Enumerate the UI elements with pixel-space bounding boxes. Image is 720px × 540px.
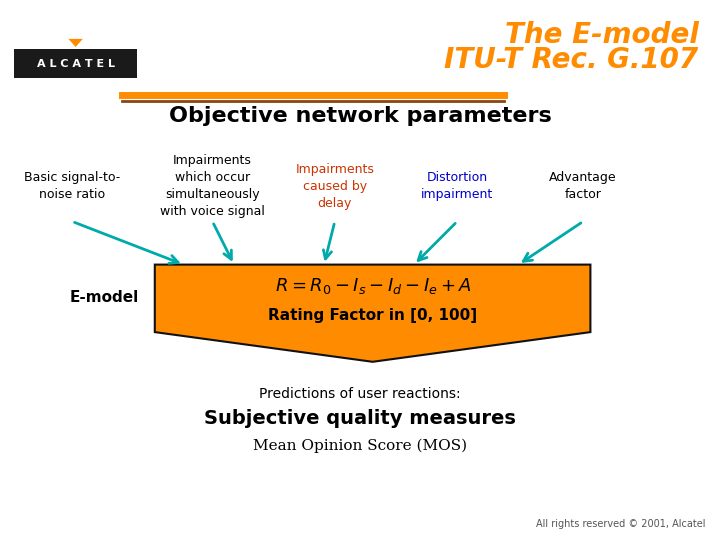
Text: Mean Opinion Score (MOS): Mean Opinion Score (MOS)	[253, 438, 467, 453]
Text: Distortion
impairment: Distortion impairment	[421, 171, 493, 201]
Polygon shape	[68, 39, 83, 47]
Text: Impairments
caused by
delay: Impairments caused by delay	[295, 163, 374, 210]
Text: Advantage
factor: Advantage factor	[549, 171, 617, 201]
Text: ITU-T Rec. G.107: ITU-T Rec. G.107	[444, 46, 698, 75]
Text: E-model: E-model	[70, 289, 139, 305]
Text: Objective network parameters: Objective network parameters	[168, 106, 552, 126]
Text: Impairments
which occur
simultaneously
with voice signal: Impairments which occur simultaneously w…	[160, 154, 265, 218]
Text: Basic signal-to-
noise ratio: Basic signal-to- noise ratio	[24, 171, 120, 201]
Text: Rating Factor in [0, 100]: Rating Factor in [0, 100]	[269, 308, 477, 323]
Polygon shape	[155, 265, 590, 362]
Text: The E-model: The E-model	[505, 21, 698, 49]
Text: All rights reserved © 2001, Alcatel: All rights reserved © 2001, Alcatel	[536, 519, 706, 529]
Text: Predictions of user reactions:: Predictions of user reactions:	[259, 387, 461, 401]
FancyBboxPatch shape	[14, 49, 137, 78]
Text: $R = R_0 - I_s - I_d - I_e + A$: $R = R_0 - I_s - I_d - I_e + A$	[274, 276, 472, 296]
Text: A L C A T E L: A L C A T E L	[37, 59, 114, 69]
Text: Subjective quality measures: Subjective quality measures	[204, 409, 516, 428]
